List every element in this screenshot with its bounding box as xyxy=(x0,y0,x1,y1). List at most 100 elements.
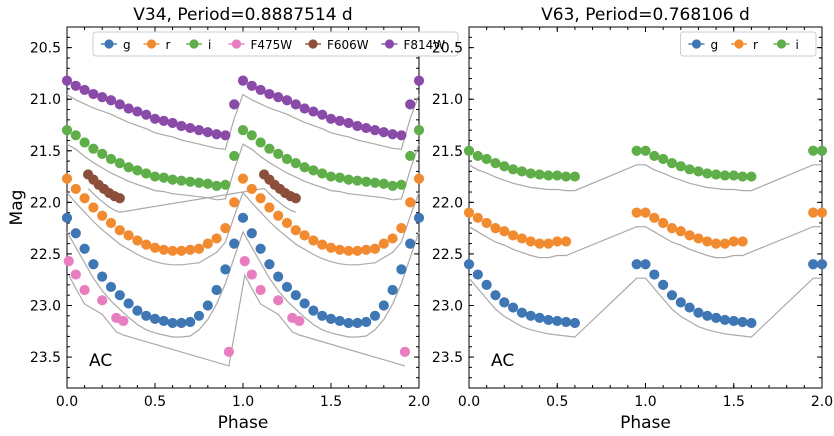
data-point xyxy=(70,269,81,280)
legend-label: r xyxy=(166,38,171,52)
data-point xyxy=(281,95,293,106)
data-point xyxy=(317,109,328,120)
data-point xyxy=(675,226,686,237)
data-point xyxy=(237,125,249,136)
model-curve xyxy=(468,226,822,259)
legend-swatch-marker xyxy=(308,39,318,49)
model-curve xyxy=(87,187,297,213)
data-point xyxy=(569,171,581,182)
data-point xyxy=(61,173,73,184)
data-point xyxy=(534,312,545,323)
data-point xyxy=(141,168,152,179)
data-point xyxy=(123,298,134,309)
data-point xyxy=(97,210,108,221)
data-point xyxy=(237,212,249,223)
data-point xyxy=(88,88,99,100)
data-point xyxy=(325,242,337,253)
data-point xyxy=(149,313,161,324)
data-point xyxy=(114,99,125,110)
data-point xyxy=(290,99,301,110)
data-point xyxy=(343,174,354,185)
data-point xyxy=(387,233,398,244)
legend-swatch-marker xyxy=(384,39,395,49)
data-point xyxy=(711,238,722,249)
annotation-label: AC xyxy=(491,351,514,371)
data-point xyxy=(396,223,407,234)
data-point xyxy=(334,115,345,126)
data-point xyxy=(299,162,310,173)
series-i xyxy=(463,145,828,192)
legend-swatch-marker xyxy=(691,39,702,49)
data-point xyxy=(202,300,213,311)
data-point xyxy=(369,243,381,254)
data-point xyxy=(516,307,528,318)
data-point xyxy=(387,284,398,296)
y-tick-label: 22.0 xyxy=(30,195,61,211)
data-point xyxy=(325,313,337,324)
data-point xyxy=(472,150,483,162)
data-point xyxy=(273,271,284,282)
data-point xyxy=(728,236,739,247)
data-point xyxy=(352,317,363,329)
data-point xyxy=(308,235,319,246)
data-point xyxy=(352,175,363,186)
data-point xyxy=(746,171,757,182)
data-point xyxy=(193,310,205,321)
data-point xyxy=(193,243,205,254)
legend-swatch-marker xyxy=(189,39,199,49)
data-point xyxy=(737,236,748,247)
data-point xyxy=(378,127,389,138)
data-point xyxy=(149,242,161,253)
series-f475w xyxy=(63,256,411,367)
data-point xyxy=(61,125,73,136)
data-point xyxy=(711,169,722,180)
data-point xyxy=(70,80,81,91)
data-point xyxy=(405,150,416,162)
data-point xyxy=(149,113,161,124)
data-point xyxy=(693,166,704,177)
data-point xyxy=(132,235,143,246)
data-point xyxy=(223,346,235,357)
y-tick-label: 21.0 xyxy=(30,92,61,108)
data-point xyxy=(352,245,363,256)
data-point xyxy=(220,223,231,234)
series-r xyxy=(463,207,828,259)
data-point xyxy=(658,279,669,290)
series-i xyxy=(61,125,425,201)
data-point xyxy=(167,245,178,256)
data-point xyxy=(481,153,492,165)
data-point xyxy=(158,244,169,255)
data-point xyxy=(684,230,695,241)
data-point xyxy=(273,92,284,103)
data-point xyxy=(239,256,250,267)
data-point xyxy=(185,122,196,134)
data-point xyxy=(413,125,425,136)
x-axis-label: Phase xyxy=(620,413,671,432)
series-f606w xyxy=(83,169,301,213)
data-point xyxy=(246,228,257,239)
data-point xyxy=(728,170,739,181)
data-point xyxy=(352,120,363,132)
legend-swatch-marker xyxy=(104,39,114,49)
model-curve xyxy=(66,191,420,266)
data-point xyxy=(118,315,129,327)
data-point xyxy=(294,315,305,327)
data-point xyxy=(255,243,266,254)
model-curve xyxy=(66,93,420,150)
data-point xyxy=(255,284,266,296)
data-point xyxy=(70,228,81,239)
data-point xyxy=(79,243,90,254)
data-point xyxy=(719,314,731,326)
data-point xyxy=(88,143,99,154)
data-point xyxy=(405,99,416,110)
data-point xyxy=(816,207,828,218)
data-point xyxy=(472,212,483,223)
data-point xyxy=(481,279,492,290)
data-point xyxy=(325,171,337,182)
data-point xyxy=(299,298,310,309)
data-point xyxy=(343,117,354,129)
data-point xyxy=(361,316,372,328)
data-point xyxy=(658,153,669,165)
